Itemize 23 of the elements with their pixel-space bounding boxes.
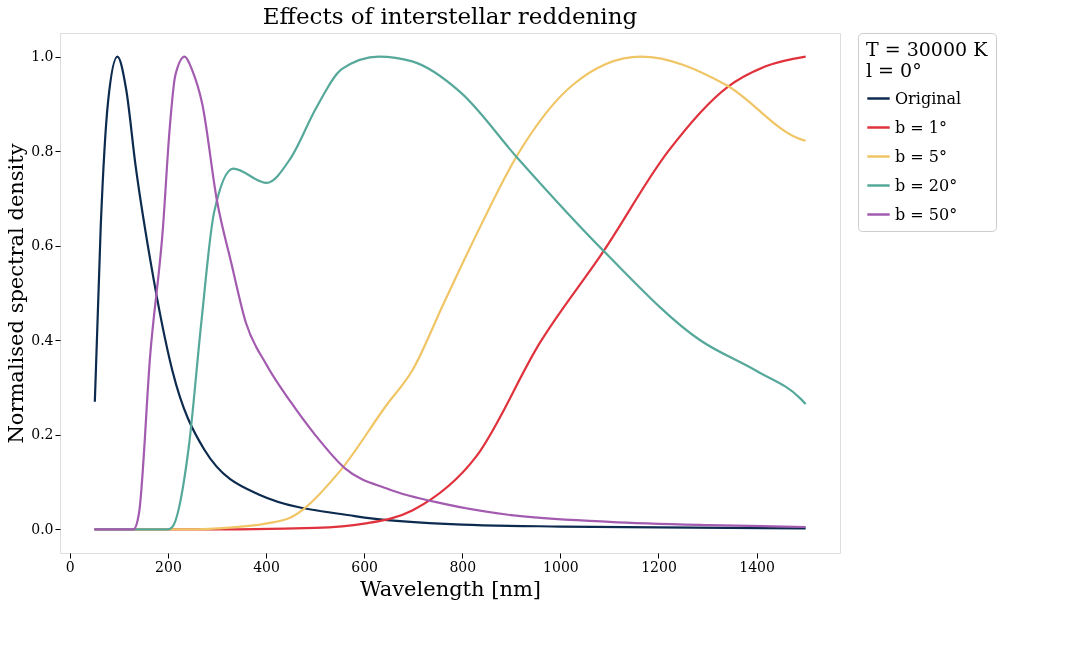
y-axis-title: Normalised spectral density <box>4 143 29 444</box>
x-tick-label: 0 <box>65 558 75 575</box>
legend-title: T = 30000 K l = 0° <box>866 38 989 81</box>
x-tick-label: 200 <box>155 558 182 575</box>
x-tick-label: 800 <box>449 558 477 575</box>
y-tick-label: 0.4 <box>31 331 54 348</box>
x-tick-label: 1000 <box>543 558 579 575</box>
y-tick-label: 0.6 <box>31 237 54 254</box>
y-tick-label: 0.2 <box>31 426 54 443</box>
legend-label: b = 5° <box>895 146 947 166</box>
y-tick-label: 0.0 <box>31 520 54 537</box>
legend-label: b = 20° <box>895 175 958 195</box>
chart-title: Effects of interstellar reddening <box>262 2 638 29</box>
x-axis-title: Wavelength [nm] <box>359 576 542 601</box>
legend-label: Original <box>895 88 962 108</box>
legend-label: b = 1° <box>895 117 947 137</box>
x-tick-label: 1200 <box>641 558 677 575</box>
y-tick-label: 0.8 <box>31 142 54 159</box>
legend-label: b = 50° <box>895 204 958 224</box>
x-tick-label: 400 <box>253 558 280 575</box>
x-tick-label: 600 <box>351 558 379 575</box>
y-tick-label: 1.0 <box>31 48 54 65</box>
x-tick-label: 1400 <box>739 558 775 575</box>
